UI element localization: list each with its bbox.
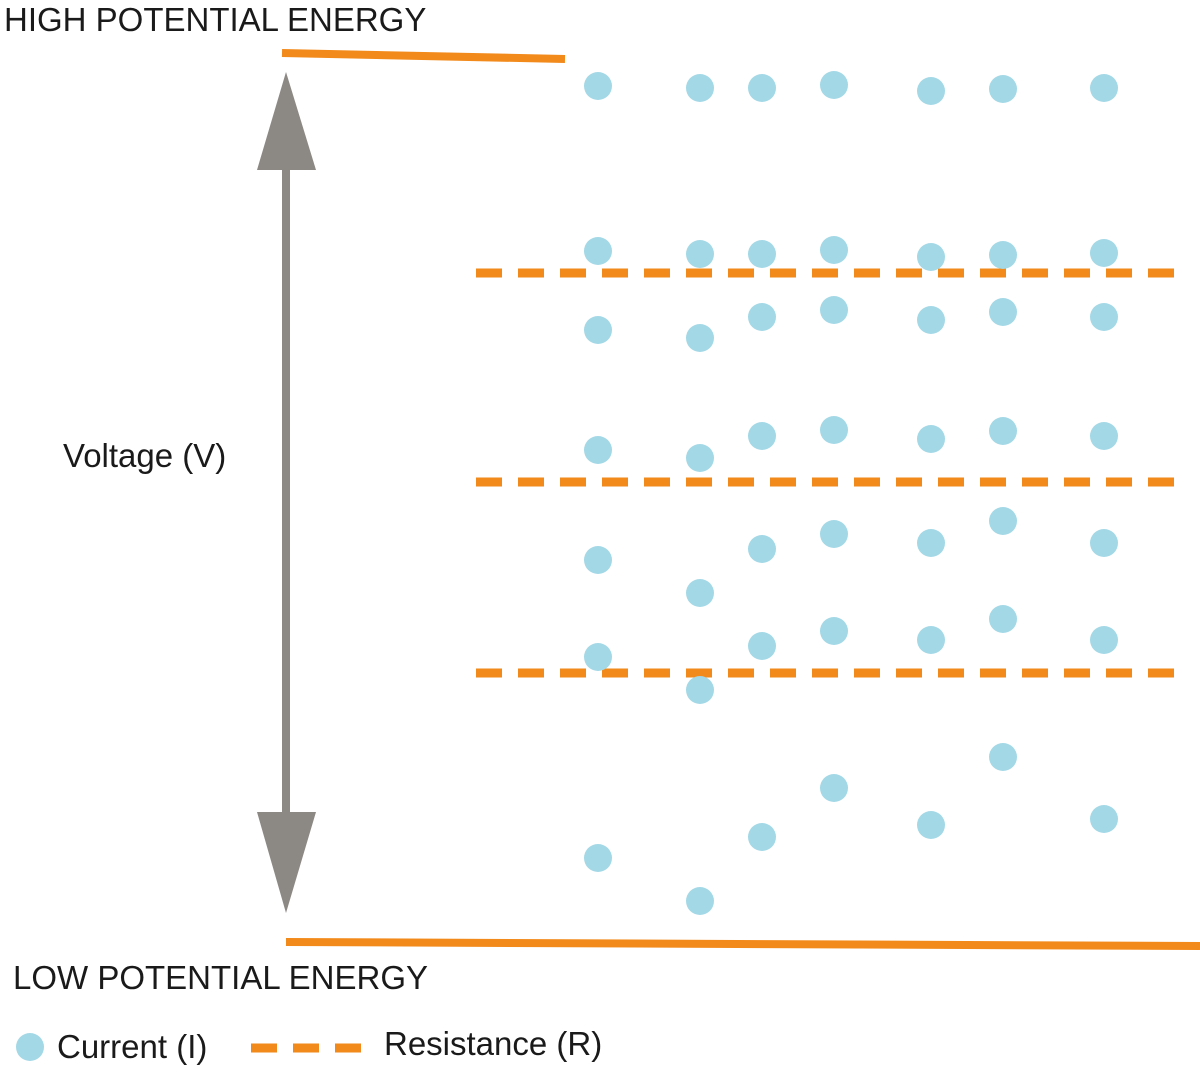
current-dot <box>686 579 714 607</box>
low-potential-line <box>285 938 1200 950</box>
current-dot <box>748 535 776 563</box>
current-dot <box>917 811 945 839</box>
current-dot <box>584 844 612 872</box>
current-dot <box>584 643 612 671</box>
current-dot <box>748 303 776 331</box>
current-dot <box>748 74 776 102</box>
current-dot <box>584 237 612 265</box>
legend-current-label: Current (I) <box>57 1028 207 1065</box>
current-dot <box>989 507 1017 535</box>
current-dot <box>1090 805 1118 833</box>
voltage-arrow-head-up <box>257 72 316 170</box>
current-dot <box>1090 74 1118 102</box>
current-dot <box>748 823 776 851</box>
voltage-label: Voltage (V) <box>63 437 226 474</box>
current-dot <box>917 626 945 654</box>
legend-current-swatch <box>16 1033 44 1061</box>
current-dot <box>686 324 714 352</box>
high-potential-line <box>281 49 566 63</box>
current-dot <box>820 617 848 645</box>
current-dot <box>584 72 612 100</box>
current-dot <box>686 444 714 472</box>
legend-resistance-label: Resistance (R) <box>384 1025 602 1062</box>
current-dot <box>820 296 848 324</box>
current-dot <box>1090 239 1118 267</box>
current-dot <box>1090 626 1118 654</box>
current-dot <box>584 316 612 344</box>
current-dot <box>686 887 714 915</box>
current-dot <box>748 240 776 268</box>
current-dot <box>820 520 848 548</box>
current-dot <box>748 632 776 660</box>
voltage-arrow <box>257 72 316 913</box>
current-dot <box>820 71 848 99</box>
current-dot <box>989 75 1017 103</box>
current-dot <box>917 529 945 557</box>
current-dot <box>917 306 945 334</box>
current-dot <box>686 240 714 268</box>
current-dot <box>1090 529 1118 557</box>
current-dot <box>1090 303 1118 331</box>
current-dot <box>820 774 848 802</box>
low-potential-label: LOW POTENTIAL ENERGY <box>13 959 428 996</box>
current-dot <box>989 298 1017 326</box>
current-dot <box>584 546 612 574</box>
current-dots <box>584 71 1118 915</box>
current-dot <box>686 74 714 102</box>
high-potential-label: HIGH POTENTIAL ENERGY <box>4 1 426 38</box>
legend: Current (I) Resistance (R) <box>16 1025 602 1065</box>
current-dot <box>989 417 1017 445</box>
current-dot <box>989 605 1017 633</box>
current-dot <box>820 416 848 444</box>
current-dot <box>989 743 1017 771</box>
current-dot <box>748 422 776 450</box>
current-dot <box>917 77 945 105</box>
current-dot <box>989 241 1017 269</box>
current-dot <box>820 236 848 264</box>
current-dot <box>917 425 945 453</box>
current-dot <box>686 676 714 704</box>
current-dot <box>1090 422 1118 450</box>
voltage-arrow-head-down <box>257 812 316 913</box>
current-dot <box>917 243 945 271</box>
current-dot <box>584 436 612 464</box>
